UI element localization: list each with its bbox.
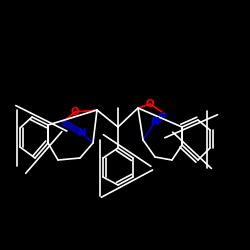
Text: N: N: [78, 128, 86, 138]
Text: N: N: [150, 117, 160, 127]
Text: O: O: [71, 107, 80, 117]
Text: O: O: [146, 99, 154, 109]
